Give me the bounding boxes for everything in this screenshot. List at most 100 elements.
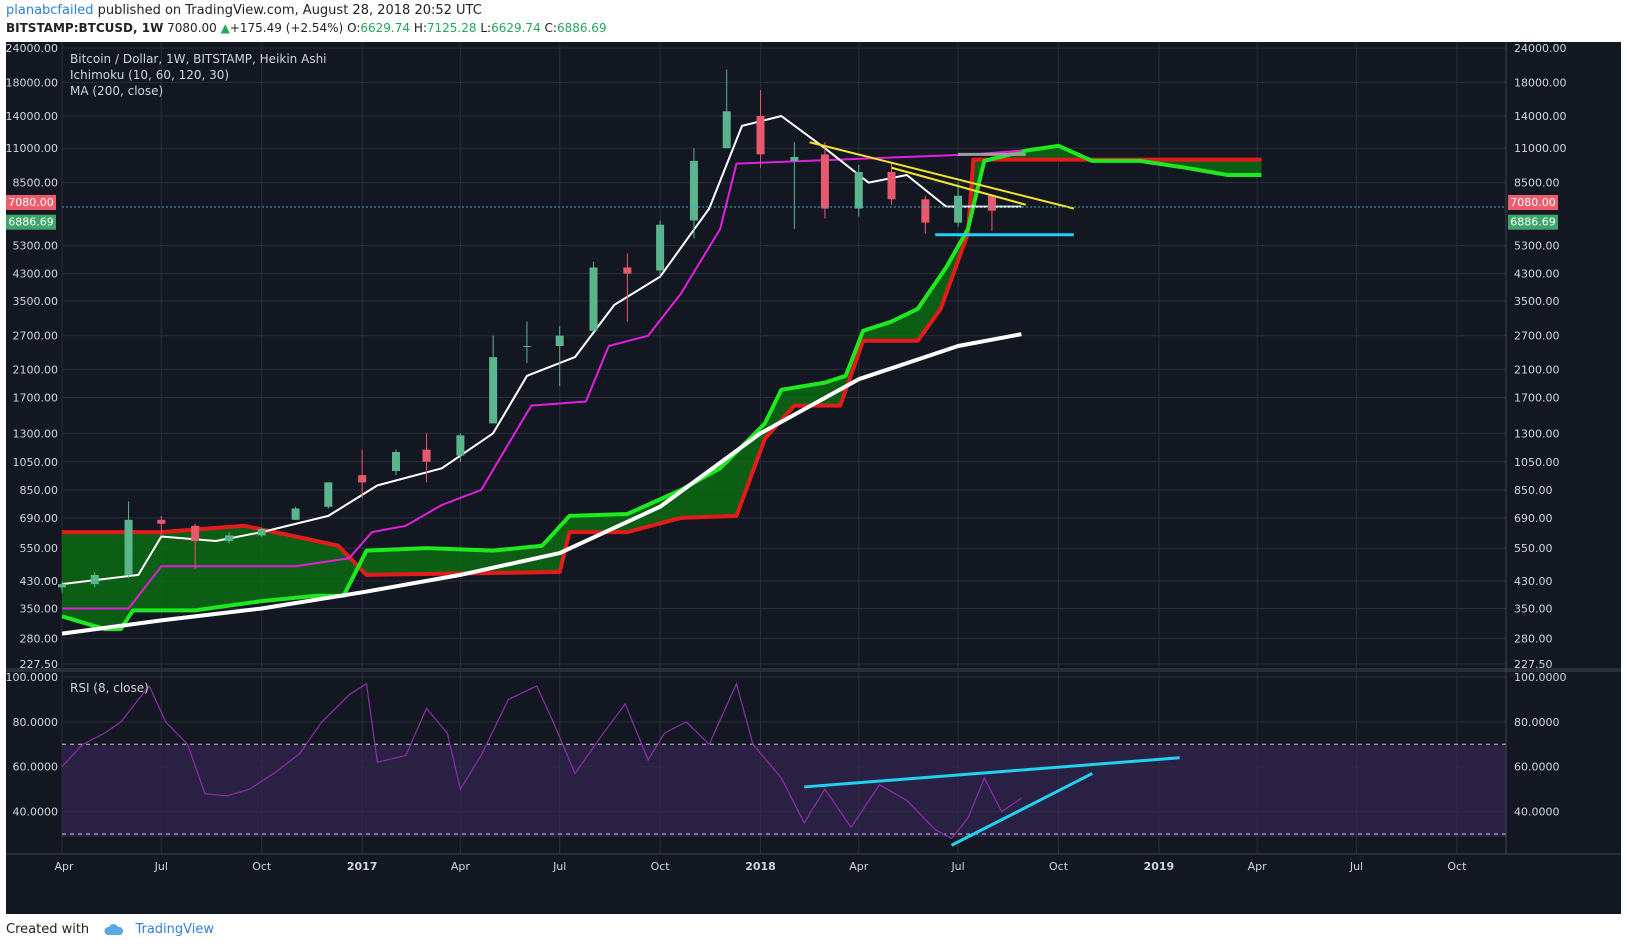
y-tick-label-left: 14000.00 [6, 110, 58, 123]
rsi-tick-label-right: 80.0000 [1514, 716, 1560, 729]
y-tick-label-right: 690.00 [1514, 512, 1553, 525]
yellow-trendline-1 [809, 141, 1075, 210]
candle-body [257, 528, 266, 536]
rsi-tick-label-left: 40.0000 [13, 806, 59, 819]
y-tick-label-left: 280.00 [20, 632, 59, 645]
rsi-cyan-trendline-2 [950, 772, 1094, 847]
y-tick-label-right: 8500.00 [1514, 177, 1560, 190]
y-tick-label-left: 4300.00 [13, 268, 59, 281]
price-label-left-bg [6, 214, 56, 230]
candle-body [656, 224, 665, 271]
y-tick-label-right: 227.50 [1514, 658, 1553, 671]
low-value: 6629.74 [491, 21, 541, 35]
tradingview-brand-link[interactable]: TradingView [135, 922, 214, 937]
candle-body [954, 195, 963, 223]
ichimoku-span-b [62, 157, 1262, 577]
tradingview-cloud-icon [104, 923, 124, 935]
y-tick-label-right: 24000.00 [1514, 42, 1567, 55]
candle-body [756, 115, 765, 155]
rsi-tick-label-right: 100.0000 [1514, 671, 1567, 684]
candle-body [358, 475, 367, 483]
y-tick-label-left: 18000.00 [6, 76, 58, 89]
y-tick-label-right: 14000.00 [1514, 110, 1567, 123]
candle-body [456, 435, 465, 456]
y-tick-label-right: 280.00 [1514, 632, 1553, 645]
close-value: 6886.69 [556, 21, 607, 35]
chart-area[interactable]: 24000.00 24000.00 18000.00 18000.00 14000.00… [6, 42, 1621, 914]
high-value: 7125.28 [426, 21, 477, 35]
ichimoku-cloud [62, 145, 1262, 630]
y-tick-label-left: 550.00 [20, 542, 59, 555]
candle-body [489, 357, 498, 424]
price-label-left-bg [6, 194, 56, 210]
y-tick-label-right: 18000.00 [1514, 76, 1567, 89]
candle-body [790, 156, 799, 161]
y-tick-label-right: 1300.00 [1514, 427, 1560, 440]
candle-body [589, 267, 598, 331]
x-tick-label: Oct [252, 860, 272, 873]
candle-body [157, 519, 166, 524]
candle-body [58, 584, 66, 588]
x-tick-label: Apr [849, 860, 869, 873]
price-label-right-bg [1508, 194, 1558, 210]
rsi-line [61, 681, 1022, 840]
ohlc-header: BITSTAMP:BTCUSD, 1W 7080.00 ▲+175.49 (+2… [6, 21, 607, 35]
candle-body [820, 154, 829, 209]
y-tick-label-right: 1050.00 [1514, 456, 1560, 469]
legend-title: Bitcoin / Dollar, 1W, BITSTAMP, Heikin A… [70, 52, 327, 66]
candle-body [555, 335, 564, 346]
candle-body [191, 525, 200, 542]
y-tick-label-right: 5300.00 [1514, 240, 1560, 253]
candle-body [124, 519, 133, 575]
publish-info: published on TradingView.com, August 28,… [97, 3, 482, 18]
y-tick-label-left: 430.00 [20, 575, 59, 588]
x-tick-label: Jul [154, 860, 168, 873]
y-tick-label-left: 8500.00 [13, 177, 59, 190]
candle-body [224, 535, 233, 542]
yellow-trendline-2 [891, 166, 1027, 206]
y-tick-label-left: 1700.00 [13, 391, 59, 404]
up-arrow-icon: ▲ [220, 21, 230, 35]
x-tick-label: 2018 [745, 860, 776, 873]
y-tick-label-right: 2100.00 [1514, 363, 1560, 376]
x-tick-label: Jul [552, 860, 566, 873]
legend-ma: MA (200, close) [70, 84, 163, 98]
x-tick-label: Oct [1049, 860, 1069, 873]
author-link[interactable]: planabcfailed [6, 3, 94, 18]
created-with-label: Created with [6, 922, 90, 937]
y-tick-label-right: 430.00 [1514, 575, 1553, 588]
rsi-zone [62, 745, 1506, 837]
x-tick-label: Jul [1349, 860, 1363, 873]
open-label: O: [347, 21, 361, 35]
legend-ichimoku: Ichimoku (10, 60, 120, 30) [70, 68, 229, 82]
price-label-left: 7080.00 [8, 196, 54, 209]
publish-header: planabcfailed published on TradingView.c… [6, 3, 482, 18]
x-tick-label: 2019 [1144, 860, 1175, 873]
candle-body [90, 574, 99, 585]
y-tick-label-left: 3500.00 [13, 295, 59, 308]
y-tick-label-left: 2700.00 [13, 330, 59, 343]
x-tick-label: Oct [651, 860, 671, 873]
candle-body [623, 267, 632, 274]
rsi-tick-label-right: 60.0000 [1514, 761, 1560, 774]
last-price: 7080.00 [167, 21, 217, 35]
candle-body [921, 199, 930, 223]
y-tick-label-right: 350.00 [1514, 602, 1553, 615]
pane-divider [6, 668, 1621, 672]
y-tick-label-left: 11000.00 [6, 142, 58, 155]
y-tick-label-right: 850.00 [1514, 484, 1553, 497]
y-tick-label-right: 550.00 [1514, 542, 1553, 555]
candle-body [887, 172, 896, 200]
y-tick-label-left: 5300.00 [13, 240, 59, 253]
close-label: C: [544, 21, 557, 35]
kijun-line [62, 149, 1022, 610]
candle-body [689, 160, 698, 221]
price-chart[interactable]: 24000.00 24000.00 18000.00 18000.00 14000.00… [6, 42, 1621, 914]
tenkan-line [61, 115, 1022, 586]
price-label-right-bg [1508, 214, 1558, 230]
rsi-tick-label-left: 80.0000 [13, 716, 59, 729]
candle-body [522, 345, 531, 347]
ma200-line [61, 332, 1022, 636]
y-tick-label-left: 2100.00 [13, 363, 59, 376]
y-tick-label-left: 350.00 [20, 602, 59, 615]
